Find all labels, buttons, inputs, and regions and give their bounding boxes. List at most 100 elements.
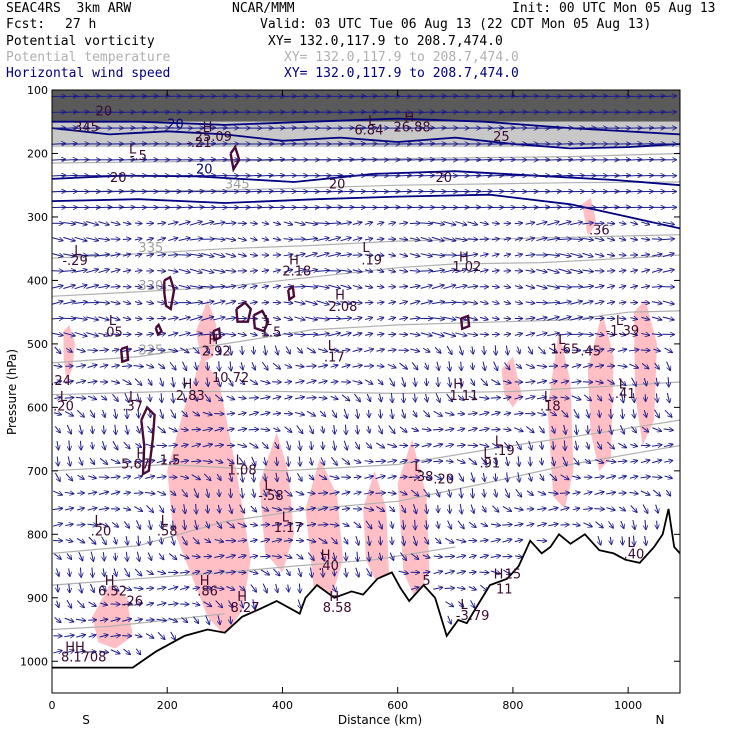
wind-vector <box>206 346 210 353</box>
wind-vector <box>264 457 266 465</box>
wind-vector <box>641 286 649 288</box>
wind-vector <box>330 365 338 367</box>
wind-vector <box>641 363 649 368</box>
wind-vector <box>57 600 59 608</box>
wind-vector <box>110 635 120 636</box>
wind-vector <box>283 270 293 273</box>
wind-vector <box>568 128 584 129</box>
wind-vector <box>630 270 637 272</box>
wind-vector <box>92 567 93 578</box>
wind-vector <box>179 587 189 590</box>
wind-vector <box>356 567 359 577</box>
wind-vector <box>260 539 270 542</box>
extremum-label: 1.65 <box>550 342 579 357</box>
wind-vector <box>499 112 515 113</box>
wind-vector <box>110 302 120 304</box>
wind-vector <box>445 429 454 431</box>
wind-vector <box>202 461 213 462</box>
wind-vector <box>434 346 441 353</box>
wind-vector <box>219 361 220 371</box>
wind-vector <box>493 361 498 371</box>
wind-vector <box>596 441 601 450</box>
wind-vector <box>101 585 106 591</box>
wind-vector <box>245 175 262 176</box>
wind-vector <box>214 539 224 541</box>
wind-vector <box>388 425 395 434</box>
wind-vector <box>316 318 329 320</box>
wind-vector <box>651 317 662 320</box>
wind-vector <box>376 239 384 240</box>
wind-vector <box>157 302 165 304</box>
wind-vector <box>352 302 362 303</box>
extremum-label: -.58 <box>258 489 283 504</box>
wind-vector <box>468 396 477 399</box>
extremum-label: 20 <box>110 171 127 186</box>
wind-vector <box>288 456 289 466</box>
wind-vector <box>75 381 86 384</box>
wind-vector <box>305 270 317 272</box>
wind-vector <box>222 96 239 97</box>
field-name-wind: Horizontal wind speed <box>6 66 171 81</box>
wind-vector <box>283 222 293 225</box>
wind-vector <box>88 635 96 637</box>
wind-vector <box>664 409 672 417</box>
wind-vector <box>167 222 178 224</box>
wind-vector <box>558 333 571 335</box>
wind-vector <box>594 318 604 319</box>
wind-vector <box>63 223 75 225</box>
wind-vector <box>610 408 611 418</box>
wind-vector <box>285 346 290 354</box>
wind-vector <box>570 301 582 305</box>
wind-vector <box>110 477 121 478</box>
wind-vector <box>260 381 270 384</box>
wind-vector <box>76 525 85 526</box>
extremum-label: 8.1708 <box>61 650 107 665</box>
wind-vector <box>492 505 498 512</box>
wind-vector <box>587 441 589 449</box>
wind-vector <box>135 520 140 529</box>
x-tick-label: 200 <box>157 699 178 712</box>
wind-vector <box>241 362 243 370</box>
wind-vector <box>364 222 373 224</box>
wind-vector <box>179 572 190 573</box>
wind-vector <box>341 350 350 351</box>
wind-vector <box>546 254 559 255</box>
wind-vector <box>328 223 341 224</box>
wind-vector <box>410 349 419 352</box>
wind-vector <box>582 238 593 240</box>
wind-vector <box>328 300 340 304</box>
wind-vector <box>572 476 580 478</box>
wind-vector <box>618 378 626 385</box>
wind-vector <box>411 362 418 369</box>
wind-vector <box>150 536 151 545</box>
wind-vector <box>406 144 423 145</box>
wind-vector <box>167 318 178 320</box>
wind-vector <box>536 238 547 241</box>
wind-vector <box>168 603 178 604</box>
wind-vector <box>644 378 646 386</box>
wind-vector <box>273 488 280 497</box>
wind-vector <box>431 270 445 272</box>
wind-vector <box>130 112 146 113</box>
wind-vector <box>468 555 476 557</box>
wind-vector <box>141 112 158 113</box>
wind-vector <box>86 332 98 336</box>
wind-vector <box>610 424 612 434</box>
wind-vector <box>662 270 675 273</box>
wind-vector <box>80 440 81 450</box>
wind-vector <box>138 535 139 546</box>
wind-vector <box>249 540 257 542</box>
wind-vector <box>122 239 131 240</box>
wind-vector <box>314 191 331 192</box>
wind-vector <box>421 444 431 447</box>
wind-vector <box>98 492 109 495</box>
wind-vector <box>272 362 280 369</box>
wind-vector <box>353 492 361 494</box>
theta-contour-label: 345 <box>225 177 250 192</box>
wind-vector <box>271 556 282 558</box>
wind-vector <box>357 408 359 418</box>
wind-vector <box>570 317 582 321</box>
wind-vector <box>78 552 83 561</box>
wind-vector <box>562 456 567 466</box>
wind-vector <box>431 318 445 319</box>
